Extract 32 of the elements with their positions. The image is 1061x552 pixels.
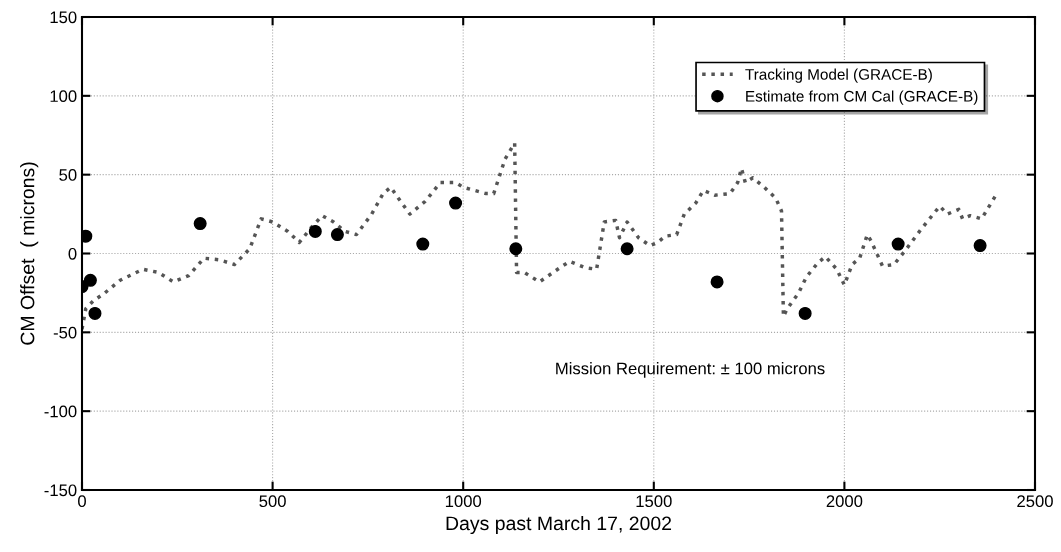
x-tick-label: 2000 — [826, 495, 863, 508]
x-tick-label: 2500 — [1017, 495, 1053, 508]
x-tick-label: 500 — [259, 495, 286, 508]
y-axis-title: CM Offset ( microns) — [20, 162, 39, 345]
point — [973, 239, 987, 253]
x-tick-label: 1500 — [636, 495, 672, 508]
line-series — [82, 141, 999, 331]
y-tick-label: 100 — [50, 90, 77, 103]
point — [509, 242, 523, 256]
y-tick-label: 0 — [68, 247, 77, 260]
point — [416, 237, 430, 251]
point — [308, 224, 322, 238]
point — [710, 275, 724, 289]
y-tick-label: -150 — [44, 484, 77, 497]
x-tick-label: 0 — [78, 495, 86, 508]
legend-label: Estimate from CM Cal (GRACE-B) — [746, 90, 978, 105]
y-tick-label: -50 — [53, 326, 77, 339]
annotation: Mission Requirement: ± 100 microns — [556, 362, 825, 378]
point — [88, 306, 102, 320]
x-axis-title: Days past March 17, 2002 — [446, 515, 672, 535]
point — [891, 237, 905, 251]
point — [798, 306, 812, 320]
x-tick-label: 1000 — [445, 495, 482, 508]
y-tick-label: -100 — [44, 405, 77, 418]
y-tick-label: 50 — [59, 169, 77, 181]
point — [330, 228, 344, 242]
point — [83, 273, 97, 287]
legend-label: Tracking Model (GRACE-B) — [745, 68, 932, 83]
y-tick-label: 150 — [50, 11, 77, 24]
point — [449, 196, 463, 210]
point — [620, 242, 634, 256]
point — [193, 217, 207, 231]
